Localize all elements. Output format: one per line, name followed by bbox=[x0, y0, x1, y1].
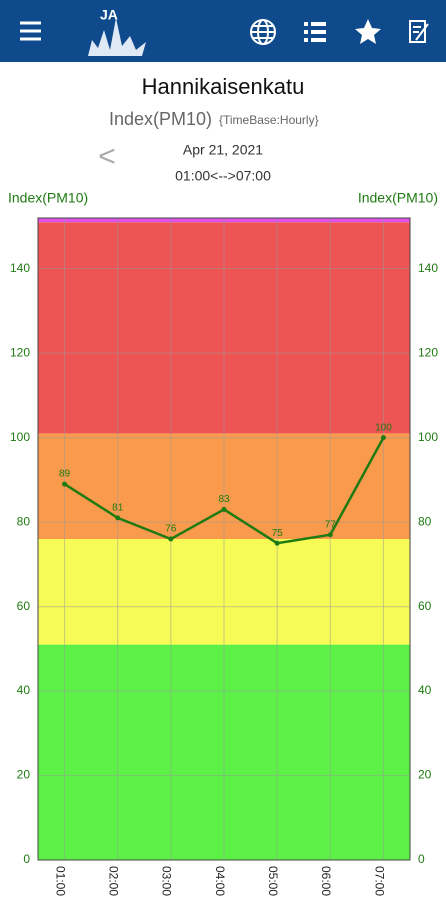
logo-text: JA bbox=[100, 7, 118, 23]
y2-tick-label: 120 bbox=[418, 345, 438, 359]
value-label: 77 bbox=[325, 519, 337, 530]
plot-border bbox=[37, 217, 411, 861]
edit-button[interactable] bbox=[409, 20, 429, 43]
y-tick-label: 140 bbox=[10, 261, 30, 275]
y-tick-label: 80 bbox=[17, 514, 31, 528]
y-tick-label: 0 bbox=[23, 852, 30, 866]
prev-button[interactable]: < bbox=[98, 140, 116, 173]
app-bar bbox=[0, 0, 446, 62]
y2-tick-label: 60 bbox=[418, 599, 432, 613]
data-point bbox=[168, 536, 174, 542]
x-tick-label: 07:00 bbox=[372, 866, 386, 896]
data-point bbox=[115, 515, 121, 521]
favorite-button[interactable] bbox=[355, 19, 381, 44]
data-point bbox=[380, 435, 386, 441]
value-label: 76 bbox=[165, 524, 177, 535]
x-tick-label: 05:00 bbox=[266, 866, 280, 896]
data-point bbox=[221, 506, 227, 512]
x-tick-label: 02:00 bbox=[107, 866, 121, 896]
globe-button[interactable] bbox=[250, 19, 276, 45]
x-tick-label: 06:00 bbox=[319, 866, 333, 896]
y2-tick-label: 100 bbox=[418, 430, 438, 444]
y2-tick-label: 20 bbox=[418, 768, 432, 782]
x-tick-label: 01:00 bbox=[53, 866, 67, 896]
y2-tick-label: 140 bbox=[418, 261, 438, 275]
y-tick-label: 40 bbox=[17, 683, 31, 697]
y2-tick-label: 80 bbox=[418, 514, 432, 528]
value-label: 75 bbox=[272, 528, 284, 539]
data-point bbox=[62, 481, 68, 487]
list-button[interactable] bbox=[304, 22, 326, 42]
data-point bbox=[327, 532, 333, 538]
x-tick-label: 03:00 bbox=[160, 866, 174, 896]
y-axis-label: Index(PM10) bbox=[8, 190, 88, 206]
subtitle: Index(PM10) bbox=[109, 109, 212, 129]
station-title: Hannikaisenkatu bbox=[142, 74, 305, 99]
time-range: 01:00<-->07:00 bbox=[175, 168, 271, 184]
timebase: {TimeBase:Hourly} bbox=[219, 113, 319, 127]
data-point bbox=[274, 540, 280, 546]
logo: JA bbox=[88, 7, 146, 56]
value-label: 100 bbox=[375, 422, 392, 433]
y2-axis-label: Index(PM10) bbox=[358, 190, 438, 206]
y2-tick-label: 40 bbox=[418, 683, 432, 697]
y-tick-label: 120 bbox=[10, 345, 30, 359]
date: Apr 21, 2021 bbox=[183, 142, 263, 158]
y-tick-label: 100 bbox=[10, 430, 30, 444]
menu-button[interactable] bbox=[20, 21, 41, 41]
value-label: 89 bbox=[59, 469, 71, 480]
value-label: 81 bbox=[112, 503, 124, 514]
value-label: 83 bbox=[218, 494, 230, 505]
x-tick-label: 04:00 bbox=[213, 866, 227, 896]
y-tick-label: 60 bbox=[17, 599, 31, 613]
y2-tick-label: 0 bbox=[418, 852, 425, 866]
y-tick-label: 20 bbox=[17, 768, 31, 782]
